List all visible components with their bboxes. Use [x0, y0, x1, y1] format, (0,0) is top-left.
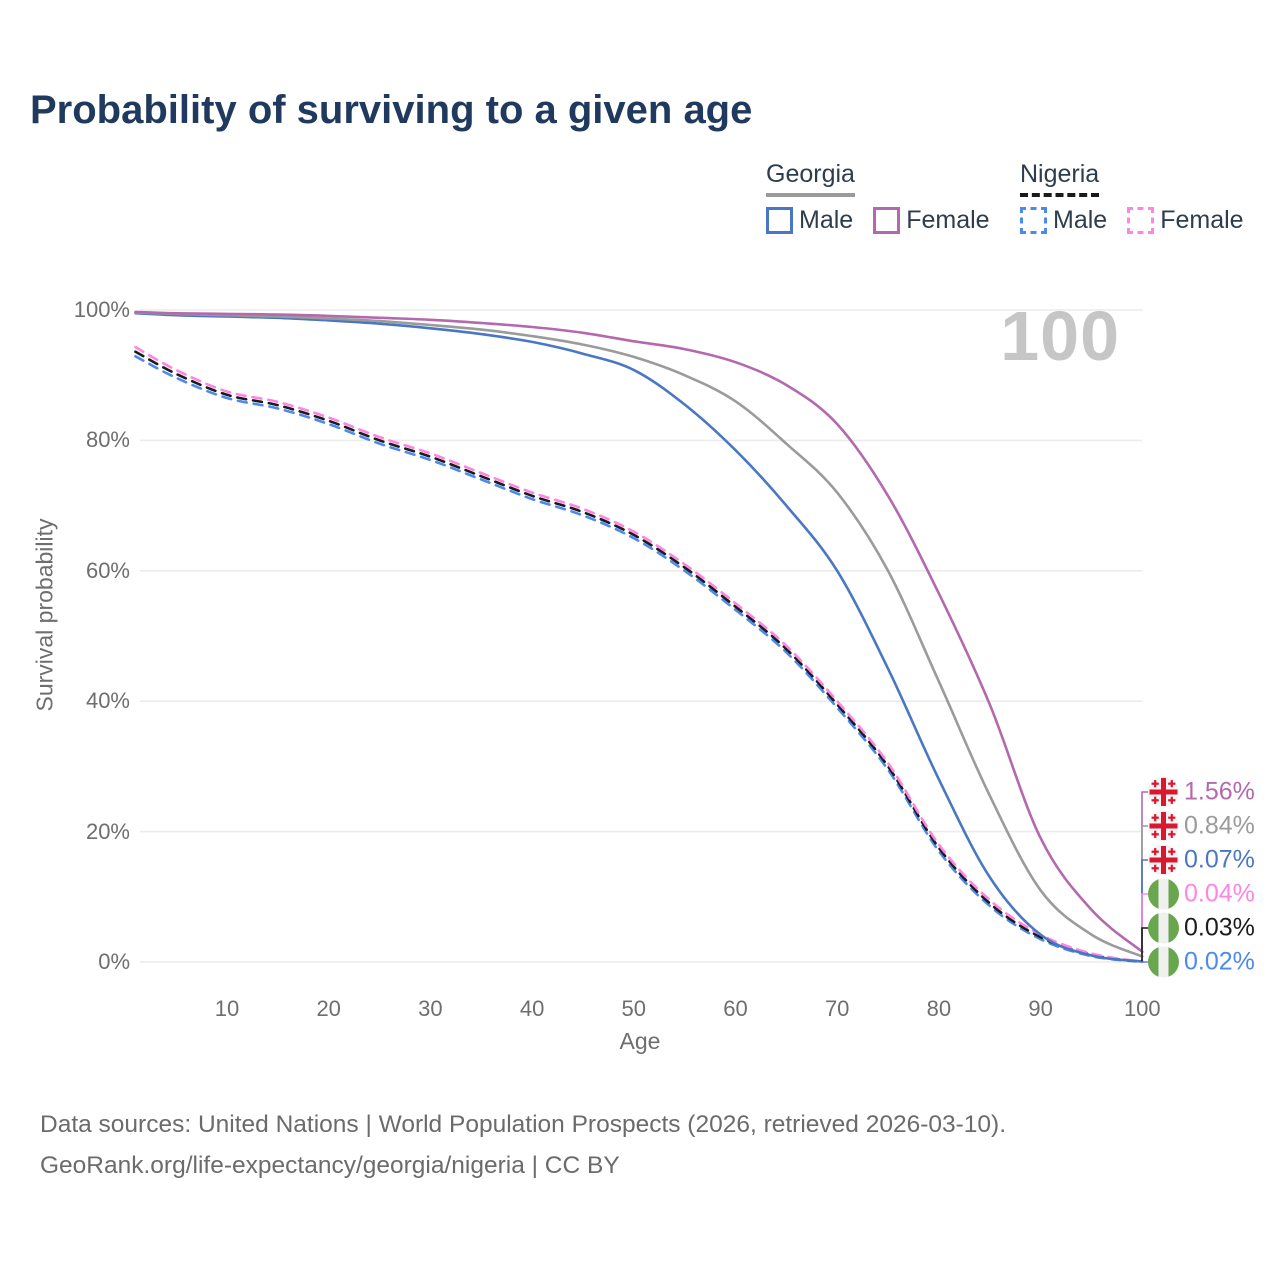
legend-item-nigeria-male[interactable]: Male	[1020, 206, 1107, 235]
legend-swatch-georgia-female	[873, 207, 901, 234]
x-tick-20: 20	[316, 996, 341, 1021]
footer-attribution: Data sources: United Nations | World Pop…	[40, 1104, 1006, 1186]
legend-label-georgia-male: Male	[799, 206, 854, 234]
x-tick-100: 100	[1123, 996, 1161, 1021]
legend-label-nigeria-male: Male	[1053, 206, 1108, 234]
legend-item-georgia-female[interactable]: Female	[873, 206, 990, 235]
end-label-value: 1.56%	[1184, 777, 1255, 806]
footer-line-2: GeoRank.org/life-expectancy/georgia/nige…	[40, 1152, 620, 1179]
legend-swatch-nigeria-female	[1127, 207, 1155, 234]
y-tick-0%: 0%	[98, 949, 130, 974]
legend-label-nigeria-female: Female	[1160, 206, 1244, 234]
age-watermark: 100	[1000, 297, 1120, 375]
nigeria-flag-icon	[1148, 946, 1179, 978]
y-axis-title: Survival probability	[31, 518, 58, 712]
legend-swatch-georgia-male	[766, 207, 793, 234]
end-label-value: 0.02%	[1184, 947, 1255, 976]
legend-item-nigeria-female[interactable]: Female	[1127, 206, 1244, 235]
georgia-flag-icon	[1148, 776, 1179, 808]
end-label-georgia-female: 1.56%	[1148, 776, 1255, 808]
end-label-value: 0.84%	[1184, 811, 1255, 840]
legend-swatch-nigeria-male	[1020, 207, 1047, 234]
end-label-value: 0.07%	[1184, 845, 1255, 874]
y-tick-100%: 100%	[73, 297, 130, 322]
series-line-nigeria-all-[interactable]	[134, 350, 1144, 964]
y-tick-20%: 20%	[85, 818, 130, 844]
x-axis-title: Age	[619, 1028, 661, 1054]
x-tick-10: 10	[214, 996, 240, 1021]
y-tick-60%: 60%	[85, 557, 130, 583]
legend-label-georgia-female: Female	[906, 206, 990, 234]
legend-group-georgia: Georgia Male Female	[766, 160, 990, 235]
end-label-nigeria-female: 0.04%	[1148, 878, 1255, 910]
series-line-georgia-male[interactable]	[134, 311, 1144, 963]
footer-line-1: Data sources: United Nations | World Pop…	[40, 1111, 1007, 1138]
x-tick-50: 50	[621, 996, 647, 1021]
x-tick-70: 70	[824, 996, 850, 1021]
end-label-georgia-male: 0.07%	[1148, 844, 1255, 876]
legend-group-nigeria: Nigeria Male Female	[1020, 160, 1244, 235]
end-label-nigeria-all-: 0.03%	[1148, 912, 1255, 944]
series-line-georgia-female[interactable]	[134, 310, 1144, 954]
x-tick-30: 30	[418, 996, 443, 1021]
end-label-georgia-all-: 0.84%	[1148, 810, 1255, 842]
series-line-georgia-all-[interactable]	[134, 311, 1144, 958]
end-label-value: 0.03%	[1184, 913, 1255, 942]
end-connector-nigeria-all-	[1141, 927, 1149, 962]
legend-title-georgia: Georgia	[766, 160, 855, 197]
end-label-nigeria-male: 0.02%	[1148, 946, 1255, 978]
y-tick-40%: 40%	[85, 688, 130, 714]
series-line-nigeria-female[interactable]	[134, 345, 1144, 963]
x-tick-40: 40	[519, 996, 545, 1021]
nigeria-flag-icon	[1148, 878, 1179, 910]
x-tick-90: 90	[1028, 996, 1053, 1021]
y-tick-80%: 80%	[85, 427, 130, 453]
georgia-flag-icon	[1148, 810, 1179, 842]
series-line-nigeria-male[interactable]	[134, 354, 1144, 964]
page-title: Probability of surviving to a given age	[30, 88, 753, 132]
legend-title-nigeria: Nigeria	[1020, 160, 1100, 197]
legend-item-georgia-male[interactable]: Male	[766, 206, 853, 235]
x-tick-80: 80	[926, 996, 952, 1021]
georgia-flag-icon	[1148, 844, 1179, 876]
end-label-value: 0.04%	[1184, 879, 1255, 908]
x-tick-60: 60	[723, 996, 748, 1021]
nigeria-flag-icon	[1148, 912, 1179, 944]
